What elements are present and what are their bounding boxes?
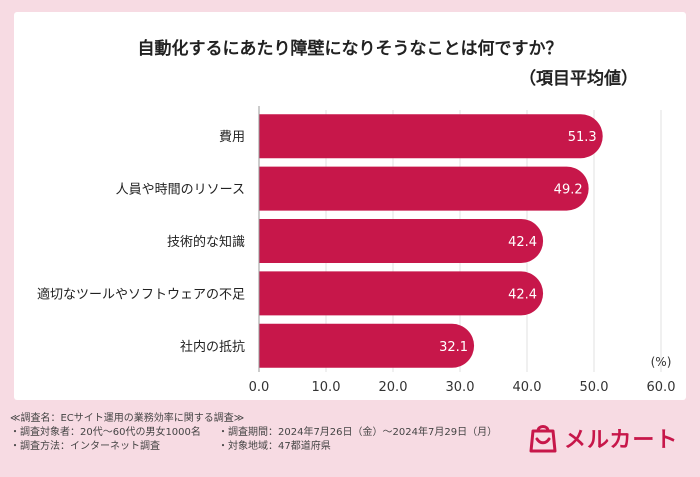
bar <box>259 323 475 368</box>
x-tick-label: 40.0 <box>513 380 542 395</box>
category-label: 社内の抵抗 <box>180 339 245 355</box>
survey-period: ・調査期間：2024年7月26日（金）〜2024年7月29日（月） <box>218 427 498 438</box>
category-label: 費用 <box>219 130 245 145</box>
category-label: 技術的な知識 <box>167 234 245 250</box>
data-label: 42.4 <box>508 287 537 302</box>
x-tick-label: 0.0 <box>249 380 270 395</box>
bar <box>259 114 603 159</box>
chart-title: 自動化するにあたり障壁になりそうなことは何ですか？ <box>137 39 563 59</box>
bar <box>259 271 544 316</box>
x-tick-label: 50.0 <box>580 380 609 395</box>
survey-footer: ≪調査名：ECサイト運用の業務効率に関する調査≫ ・調査対象者：20代〜60代の… <box>10 412 497 454</box>
bar-chart: 0.0 10.0 20.0 30.0 40.0 50.0 60.0 51.3 費用 49.2 人員や… <box>37 106 676 395</box>
brand-logo: メルカート <box>528 418 678 458</box>
data-label: 51.3 <box>568 130 597 145</box>
category-label: 人員や時間のリソース <box>116 183 245 198</box>
survey-name: ≪調査名：ECサイト運用の業務効率に関する調査≫ <box>10 413 245 424</box>
x-tick-label: 60.0 <box>647 380 676 395</box>
cart-bag-icon <box>529 425 557 453</box>
category-label: 適切なツールやソフトウェアの不足 <box>37 286 245 302</box>
x-tick-label: 20.0 <box>379 380 408 395</box>
survey-region: ・対象地域：47都道府県 <box>218 441 331 452</box>
x-tick-label: 30.0 <box>446 380 475 395</box>
chart-subtitle: （項目平均値） <box>519 69 638 89</box>
data-label: 32.1 <box>439 340 468 355</box>
data-label: 49.2 <box>554 183 583 198</box>
bar <box>259 166 589 211</box>
unit-label: (%) <box>651 355 672 369</box>
x-tick-label: 10.0 <box>312 380 341 395</box>
survey-method: ・調査方法：インターネット調査 <box>10 441 160 452</box>
logo-text: メルカート <box>564 428 679 453</box>
bar <box>259 219 544 263</box>
data-label: 42.4 <box>508 235 537 250</box>
survey-subjects: ・調査対象者：20代〜60代の男女1000名 <box>10 427 201 438</box>
